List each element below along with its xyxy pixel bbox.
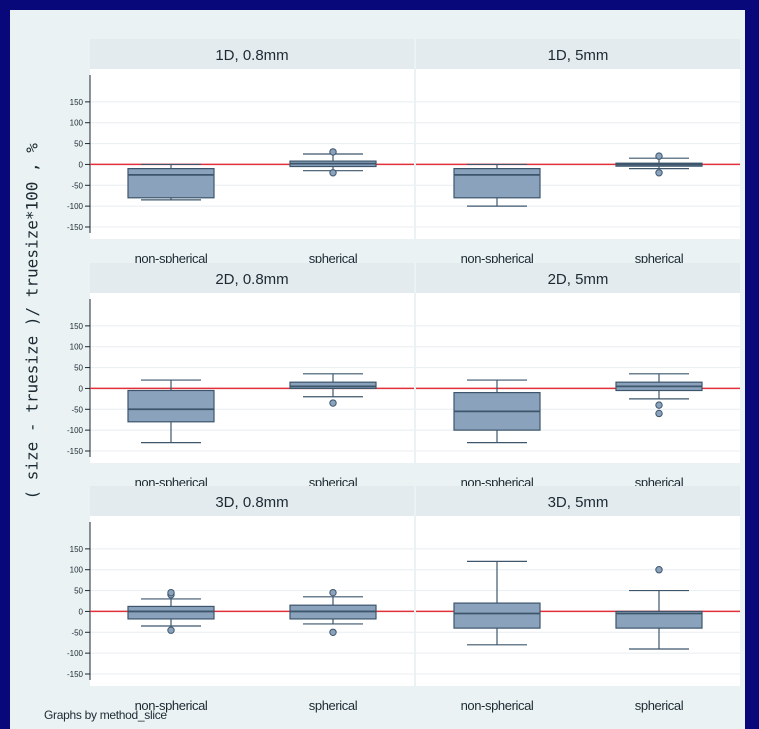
- panel-1: 1D, 0.8mm 150 100 50 0 -50 -100 -150 non-spheric…: [67, 39, 414, 266]
- boxplot-grid: 1D, 0.8mm 150 100 50 0 -50 -100 -150 non-spheric…: [67, 39, 740, 713]
- y-tick-label: -150: [67, 670, 84, 679]
- outlier-point: [329, 588, 337, 597]
- outlier-point: [167, 626, 175, 634]
- panel-6: 3D, 5mm non-spherical spherical: [416, 486, 740, 713]
- outlier-point: [655, 152, 663, 160]
- y-tick-label: -150: [67, 223, 84, 232]
- box-spherical: [615, 610, 703, 629]
- y-tick-label: 0: [79, 160, 84, 169]
- x-category-label: spherical: [635, 698, 684, 713]
- panel-strip: [416, 486, 740, 516]
- panel-plot-area: [416, 293, 740, 463]
- panel-strip: [90, 39, 414, 69]
- y-tick-label: 150: [70, 322, 84, 331]
- y-tick-label: -100: [67, 426, 84, 435]
- x-category-label: non-spherical: [135, 251, 208, 266]
- outlier-point: [655, 169, 663, 177]
- panel-plot-area: [90, 69, 414, 239]
- x-category-label: non-spherical: [135, 698, 208, 713]
- panel-plot-area: [416, 69, 740, 239]
- x-category-label: non-spherical: [461, 698, 534, 713]
- y-tick-label: 50: [74, 140, 83, 149]
- panel-plot-area: [416, 516, 740, 686]
- panel-title: 3D, 0.8mm: [215, 494, 288, 511]
- outlier-point: [167, 588, 175, 597]
- outlier-point: [329, 169, 337, 177]
- y-tick-label: -100: [67, 202, 84, 211]
- x-category-label: non-spherical: [461, 251, 534, 266]
- y-tick-label: -150: [67, 447, 84, 456]
- y-tick-label: -50: [71, 181, 83, 190]
- x-category-label: spherical: [309, 698, 358, 713]
- box-non-spherical: [453, 602, 541, 629]
- panel-strip: [90, 263, 414, 293]
- panel-title: 2D, 0.8mm: [215, 271, 288, 288]
- x-category-label: spherical: [635, 251, 684, 266]
- panel-title: 3D, 5mm: [548, 494, 609, 511]
- panel-2: 1D, 5mm non-spherical spherical: [416, 39, 740, 266]
- panel-title: 2D, 5mm: [548, 271, 609, 288]
- y-tick-label: -100: [67, 649, 84, 658]
- panel-plot-area: [90, 516, 414, 686]
- y-axis-label: ( size - truesize )/ truesize*100 , %: [22, 143, 42, 500]
- panel-strip: [90, 486, 414, 516]
- panel-5: 3D, 0.8mm 150 100 50 0 -50 -100 -150 non-spheric…: [67, 486, 414, 713]
- panel-title: 1D, 5mm: [548, 47, 609, 64]
- panel-3: 2D, 0.8mm150100500-50-100-150non-spheric…: [67, 263, 414, 490]
- y-tick-label: 150: [70, 545, 84, 554]
- chart-frame: 1D, 0.8mm 150 100 50 0 -50 -100 -150 non-spheric…: [10, 10, 745, 729]
- y-tick-label: 100: [70, 343, 84, 352]
- y-tick-label: 50: [74, 364, 83, 373]
- box-non-spherical: [453, 168, 541, 199]
- y-tick-label: 0: [79, 607, 84, 616]
- outlier-point: [329, 628, 337, 636]
- y-tick-label: 150: [70, 98, 84, 107]
- outlier-point: [655, 401, 663, 409]
- y-tick-label: -50: [71, 628, 83, 637]
- box-non-spherical: [127, 389, 215, 423]
- outlier-point: [655, 566, 663, 574]
- outlier-point: [329, 399, 337, 407]
- y-tick-label: 100: [70, 119, 84, 128]
- box-non-spherical: [127, 605, 215, 620]
- y-tick-label: 100: [70, 566, 84, 575]
- y-tick-label: 50: [74, 587, 83, 596]
- box-non-spherical: [127, 168, 215, 199]
- outlier-point: [329, 148, 337, 156]
- graphs-by-note: Graphs by method_slice: [44, 708, 167, 722]
- panel-plot-area: [90, 293, 414, 463]
- x-category-label: spherical: [309, 251, 358, 266]
- panel-strip: [416, 39, 740, 69]
- box-spherical: [289, 381, 377, 390]
- panel-title: 1D, 0.8mm: [215, 47, 288, 64]
- y-tick-label: 0: [79, 384, 84, 393]
- y-tick-label: -50: [71, 405, 83, 414]
- outlier-point: [655, 409, 663, 418]
- panel-strip: [416, 263, 740, 293]
